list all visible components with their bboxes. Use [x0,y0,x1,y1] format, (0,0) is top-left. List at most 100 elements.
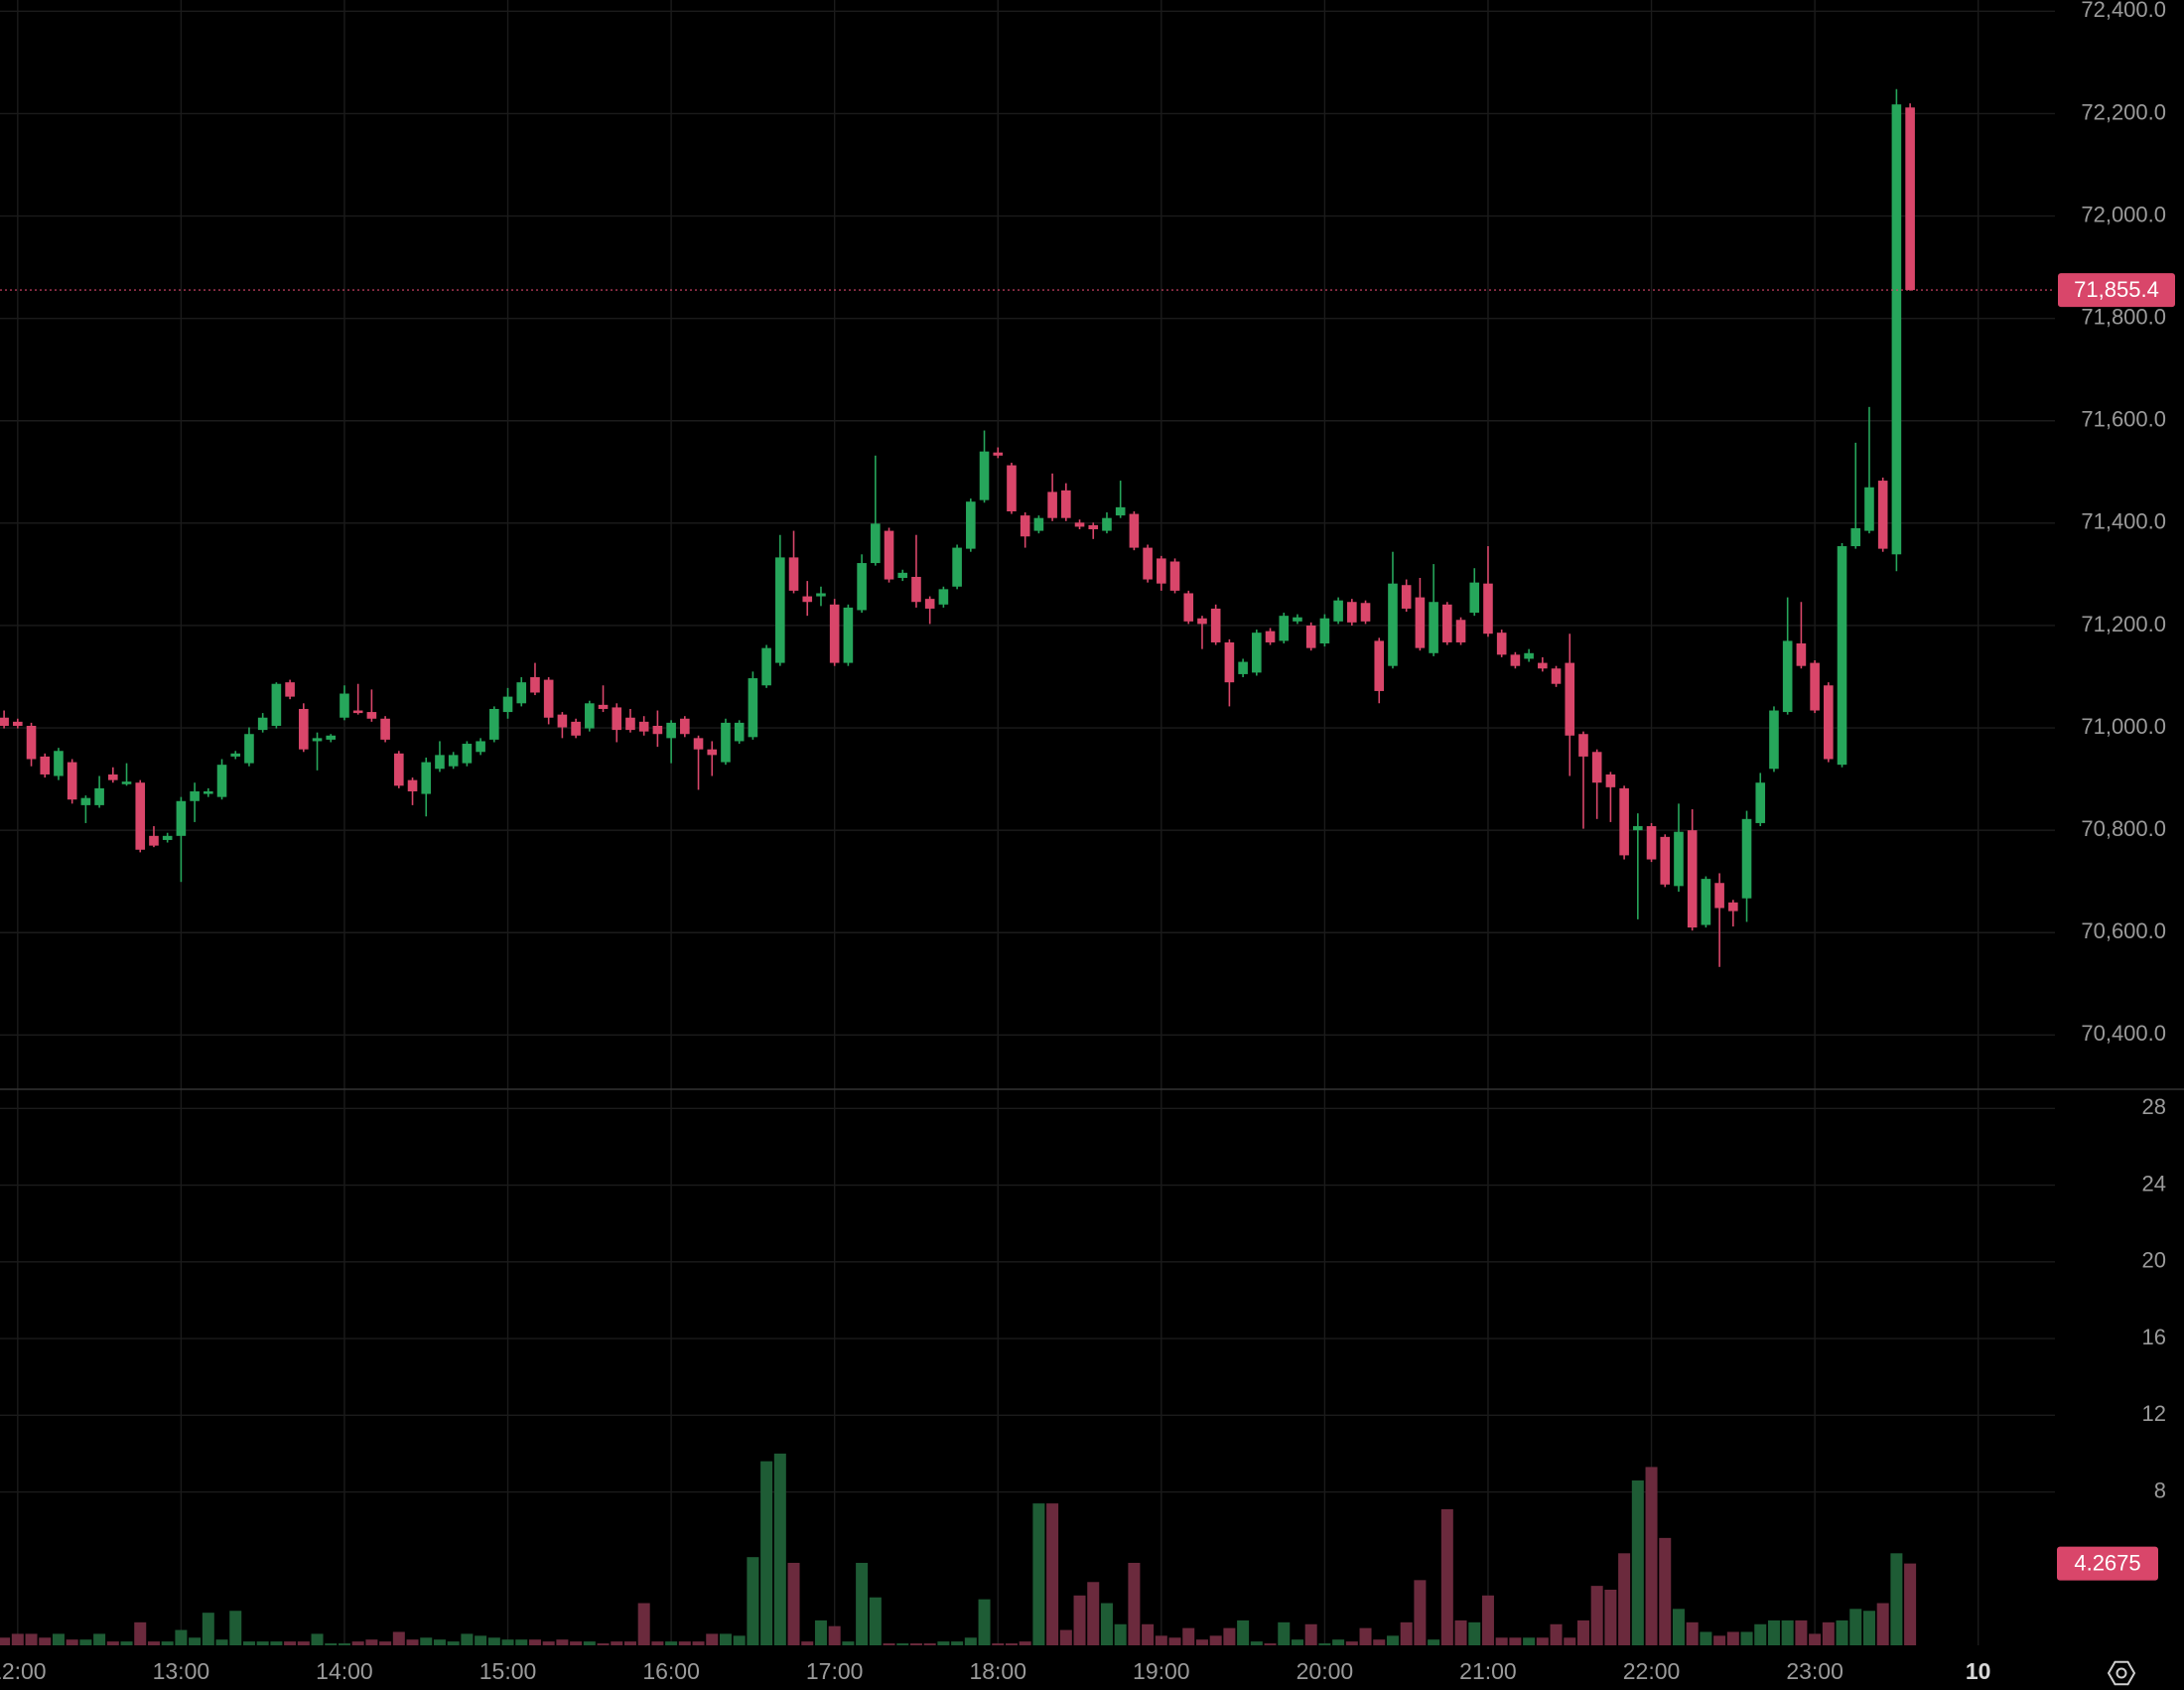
x-tick-label: 12:00 [0,1658,47,1684]
volume-bar [651,1641,664,1645]
candle-body [652,725,663,735]
volume-bar [447,1641,460,1645]
grid [0,0,2055,1645]
candle-body [734,722,745,742]
candle-body [40,756,51,775]
candle-body [1741,818,1752,899]
candle-body [1755,782,1766,823]
candle-body [1905,107,1915,291]
candle-body [216,765,227,797]
candle-body [966,501,976,549]
candle-body [435,755,445,770]
volume-bar [1836,1620,1848,1645]
volume-bar [1564,1637,1576,1645]
candle-body [394,753,404,786]
volume-bar [147,1641,160,1645]
volume-bar [338,1643,350,1645]
candle-body [1115,506,1126,516]
candle-body [1319,618,1330,643]
volume-bar [773,1453,786,1645]
volume-bar [747,1557,759,1645]
volume-bar [501,1639,514,1645]
volume-bar [284,1641,297,1645]
candle-body [1877,481,1888,549]
candle-body [1183,593,1194,622]
volume-bar [229,1611,242,1645]
volume-bar [1114,1623,1127,1645]
candle-body [489,708,499,740]
candle-body [340,693,349,718]
volume-bar [801,1641,814,1645]
candle-body [1891,104,1902,555]
candle-body [1483,583,1493,634]
volume-bar [1809,1633,1822,1645]
volume-bar [1278,1621,1291,1645]
volume-bar [923,1643,936,1645]
candle-body [80,797,91,805]
volume-bar [665,1641,678,1645]
volume-bar [1440,1508,1453,1645]
candle-body [1850,528,1861,547]
candle-body [502,696,513,713]
candle-body [421,762,432,794]
volume-bar [1550,1623,1563,1645]
candle-body [748,678,758,738]
candle-body [979,451,990,500]
volume-bar [1168,1637,1181,1645]
candle-body [67,762,77,800]
candle-body [1551,668,1562,684]
volume-bar [1454,1620,1467,1645]
volume-bar [611,1641,623,1645]
volume-bar [1645,1467,1658,1645]
candle-body [1605,774,1616,787]
candle-body [1837,546,1847,766]
candle-body [802,596,813,603]
candle-body [543,679,554,718]
volume-bar [25,1633,38,1645]
y-tick-label: 20 [2142,1248,2166,1273]
volume-bar [1005,1643,1018,1645]
x-tick-label: 21:00 [1459,1658,1517,1684]
volume-bar [719,1633,732,1645]
volume-bar [570,1641,583,1645]
candle-body [1088,524,1099,530]
candle-body [788,557,799,591]
candle-body [1265,631,1276,642]
volume-bar [1291,1639,1303,1645]
x-tick-label: 20:00 [1297,1658,1354,1684]
volume-bar [992,1643,1005,1645]
y-tick-label: 71,600.0 [2081,407,2166,432]
y-tick-label: 70,400.0 [2081,1021,2166,1046]
y-tick-label: 71,200.0 [2081,612,2166,636]
x-tick-label: 19:00 [1133,1658,1190,1684]
volume-bar [1468,1621,1481,1645]
candle-body [516,682,527,704]
candle-body [1633,826,1643,831]
candle-body [366,712,377,719]
volume-bar [66,1639,78,1645]
volume-bar [842,1641,855,1645]
volume-bar [175,1629,188,1645]
volume-bar [420,1637,433,1645]
candle-body [1538,662,1548,669]
y-tick-label: 70,800.0 [2081,816,2166,841]
x-tick-label: 23:00 [1786,1658,1843,1684]
volume-bar [0,1637,11,1645]
settings-icon[interactable] [2107,1660,2136,1686]
volume-bar [1318,1643,1331,1645]
volume-bar [120,1641,133,1645]
volume-bar [1128,1562,1141,1645]
volume-bar [1414,1580,1427,1645]
candle-body [1074,522,1085,527]
volume-bar [1481,1595,1494,1645]
candle-body [1415,597,1426,648]
y-tick-label: 28 [2142,1094,2166,1119]
last-price-label: 71,855.4 [2074,277,2159,302]
volume-bar [1618,1553,1631,1645]
volume-bar [1659,1537,1672,1645]
volume-bar [637,1603,650,1645]
candle-body [530,677,540,693]
volume-bar [242,1641,255,1645]
